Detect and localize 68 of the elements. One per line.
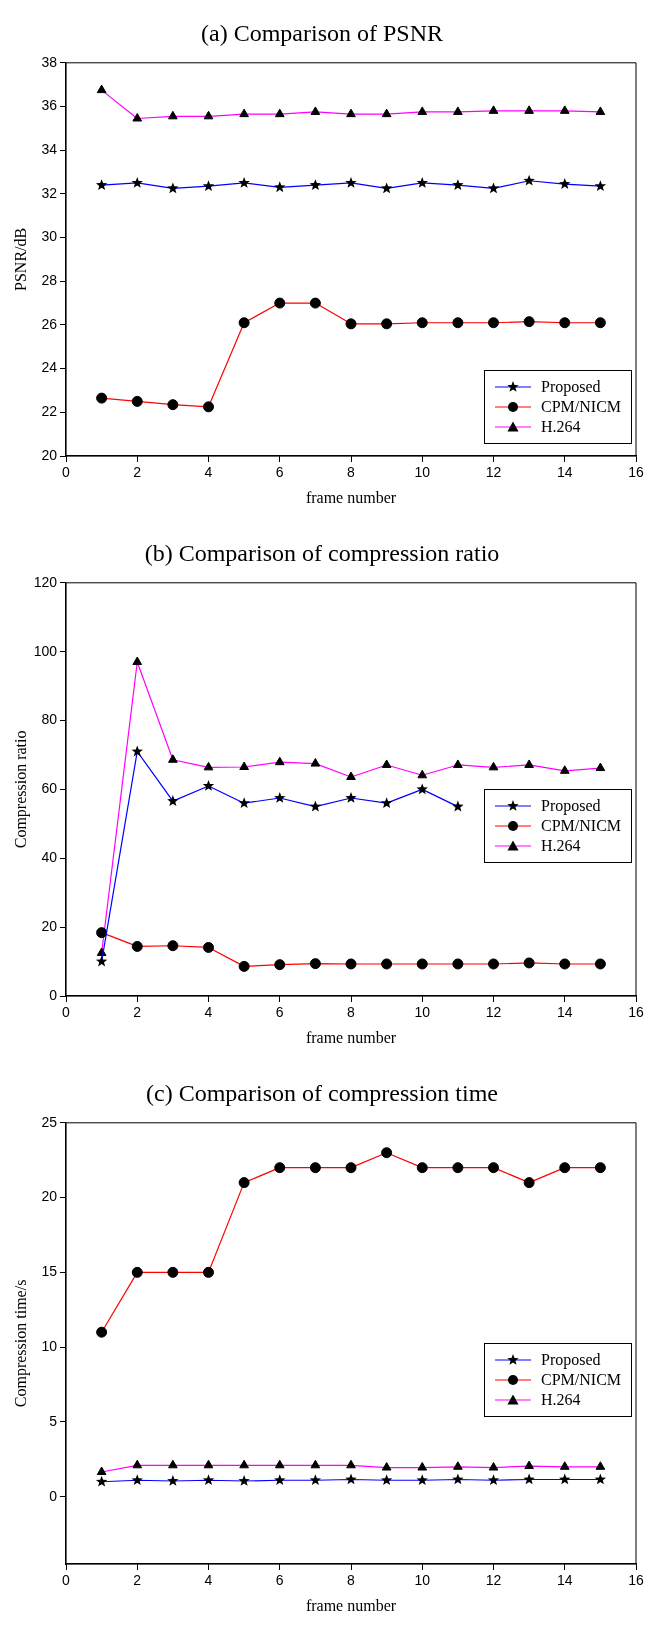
legend-label: H.264 (541, 417, 581, 437)
y-axis-title: PSNR/dB (11, 227, 29, 291)
legend-label: CPM/NICM (541, 1370, 622, 1391)
x-tick-label: 4 (204, 464, 213, 481)
x-tick-label: 12 (485, 1004, 502, 1021)
legend-label: H.264 (541, 1390, 581, 1411)
y-tick-label: 80 (41, 711, 58, 728)
y-tick-label: 20 (41, 446, 58, 463)
x-tick-label: 6 (275, 464, 284, 481)
y-tick-label: 32 (41, 184, 58, 201)
y-tick-label: 0 (49, 1487, 58, 1504)
y-tick-label: 15 (41, 1263, 58, 1280)
y-tick-label: 5 (49, 1412, 58, 1429)
x-tick-label: 0 (62, 464, 71, 481)
x-tick-label: 2 (133, 1004, 142, 1021)
y-tick-label: 20 (41, 1188, 58, 1205)
y-axis-title: Compression time/s (11, 1279, 30, 1408)
legend-label: CPM/NICM (541, 397, 622, 417)
x-tick-label: 8 (347, 464, 356, 481)
x-tick-label: 6 (275, 1004, 284, 1021)
x-axis-title: frame number (305, 1028, 397, 1046)
x-tick-label: 16 (628, 1004, 644, 1021)
legend-label: H.264 (541, 836, 581, 857)
x-axis-title: frame number (305, 488, 397, 506)
y-tick-label: 28 (41, 272, 58, 289)
x-tick-label: 14 (556, 1572, 573, 1589)
legend-label: Proposed (541, 796, 601, 817)
x-tick-label: 14 (556, 1004, 573, 1021)
y-tick-label: 24 (41, 359, 58, 376)
y-axis-title: Compression ratio (11, 730, 30, 849)
x-tick-label: 0 (62, 1572, 71, 1589)
x-tick-label: 2 (133, 464, 142, 481)
y-tick-label: 40 (41, 849, 58, 866)
y-tick-label: 120 (33, 573, 58, 590)
y-tick-label: 60 (41, 780, 58, 797)
y-tick-label: 20 (41, 917, 58, 934)
y-tick-label: 26 (41, 315, 58, 332)
x-tick-label: 16 (628, 1572, 644, 1589)
x-axis-title: frame number (305, 1596, 397, 1614)
y-tick-label: 36 (41, 97, 58, 114)
x-tick-label: 10 (414, 464, 431, 481)
x-tick-label: 6 (275, 1572, 284, 1589)
y-tick-label: 0 (49, 986, 58, 1003)
x-tick-label: 12 (485, 464, 502, 481)
chart-title: (c) Comparison of compression time (146, 1079, 498, 1106)
x-tick-label: 14 (556, 464, 573, 481)
legend-label: CPM/NICM (541, 816, 622, 837)
y-tick-label: 10 (41, 1338, 58, 1354)
x-tick-label: 4 (204, 1004, 213, 1021)
legend-label: Proposed (541, 377, 601, 397)
legend-label: Proposed (541, 1350, 601, 1371)
chart-title: (b) Comparison of compression ratio (144, 539, 500, 566)
x-tick-label: 16 (628, 464, 644, 481)
x-tick-label: 8 (347, 1572, 356, 1589)
y-tick-label: 30 (41, 228, 58, 245)
x-tick-label: 12 (485, 1572, 502, 1589)
y-tick-label: 100 (33, 642, 58, 659)
y-tick-label: 38 (41, 53, 58, 70)
y-tick-label: 25 (41, 1113, 58, 1130)
x-tick-label: 10 (414, 1004, 431, 1021)
y-tick-label: 22 (41, 403, 58, 420)
x-tick-label: 4 (204, 1572, 213, 1589)
x-tick-label: 0 (62, 1004, 71, 1021)
chart-title: (a) Comparison of PSNR (201, 19, 443, 46)
x-tick-label: 8 (347, 1004, 356, 1021)
x-tick-label: 2 (133, 1572, 142, 1589)
x-tick-label: 10 (414, 1572, 431, 1589)
y-tick-label: 34 (41, 141, 58, 158)
